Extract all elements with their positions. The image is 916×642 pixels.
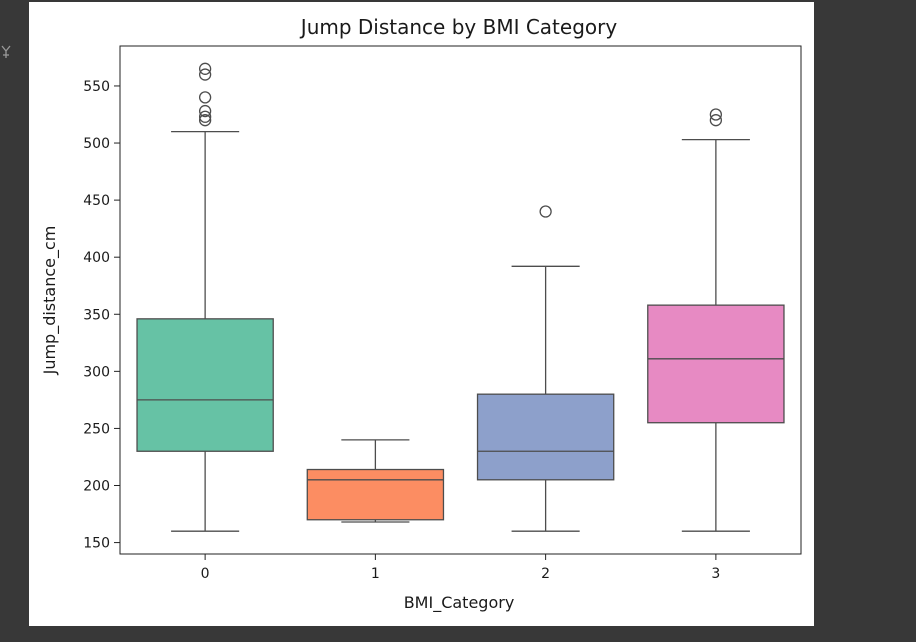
- y-tick-label: 500: [83, 136, 110, 152]
- boxplot-chart: Jump Distance by BMI Category 150 200 250 3…: [40, 15, 802, 613]
- box-series: [136, 62, 785, 532]
- plug-icon: [0, 44, 12, 60]
- y-tick-label: 300: [83, 364, 110, 380]
- outlier-point: [198, 114, 212, 127]
- y-tick-label: 550: [83, 79, 110, 95]
- chart-title: Jump Distance by BMI Category: [299, 15, 618, 39]
- x-tick-label: 2: [541, 566, 550, 582]
- outlier-point: [198, 91, 212, 104]
- x-tick-label: 1: [371, 566, 380, 582]
- y-axis-label: Jump_distance_cm: [40, 226, 60, 376]
- outlier-point: [709, 114, 723, 127]
- iqr-box: [476, 393, 615, 481]
- y-tick-label: 250: [83, 421, 110, 437]
- axes: 150 200 250 300 350 400 450 500 550 0 1 2 3: [83, 79, 720, 582]
- iqr-box: [136, 318, 274, 452]
- y-tick-label: 400: [83, 250, 110, 266]
- outlier-point: [198, 68, 212, 81]
- iqr-box: [306, 468, 445, 521]
- y-tick-label: 450: [83, 193, 110, 209]
- x-axis-label: BMI_Category: [404, 593, 515, 613]
- box-group-3: [647, 108, 785, 532]
- outlier-point: [198, 110, 212, 123]
- box-group-0: [136, 62, 274, 532]
- outlier-point: [709, 108, 723, 121]
- outlier-point: [198, 104, 212, 118]
- y-tick-label: 150: [83, 536, 110, 552]
- box-group-1: [306, 439, 445, 523]
- x-tick-label: 3: [711, 566, 720, 582]
- box-group-2: [476, 205, 615, 532]
- plot-frame: [119, 45, 802, 555]
- outlier-point: [198, 62, 212, 75]
- y-tick-label: 350: [83, 307, 110, 323]
- y-tick-label: 200: [83, 479, 110, 495]
- x-tick-label: 0: [201, 566, 210, 582]
- outlier-point: [539, 205, 552, 218]
- chart-card: Jump Distance by BMI Category 150 200 250 3…: [29, 2, 814, 626]
- iqr-box: [647, 304, 785, 424]
